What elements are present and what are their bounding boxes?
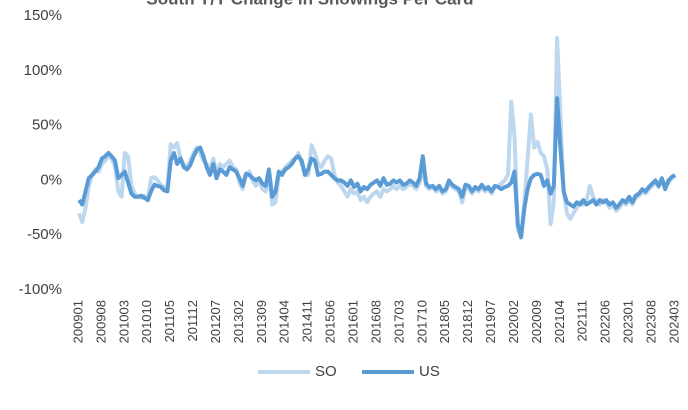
chart-title: South Y/Y Change in Showings Per Card: [146, 0, 473, 8]
y-tick-label: -50%: [27, 226, 62, 243]
x-tick-label: 201010: [139, 300, 154, 343]
x-tick-label: 201003: [116, 300, 131, 343]
y-tick-label: 50%: [32, 117, 62, 134]
x-tick-label: 202111: [575, 300, 590, 341]
x-tick-label: 202403: [666, 300, 681, 343]
line-series: [77, 35, 677, 238]
y-tick-label: 150%: [24, 7, 62, 24]
x-tick-label: 202002: [506, 300, 521, 343]
x-tick-label: 202308: [644, 300, 659, 343]
x-tick-label: 201506: [323, 300, 338, 343]
x-tick-label: 202206: [598, 300, 613, 343]
x-tick-label: 201411: [300, 300, 315, 342]
x-tick-label: 201207: [208, 300, 223, 343]
x-tick-label: 201309: [254, 300, 269, 343]
line-series: [77, 96, 677, 240]
x-tick-label: 200901: [70, 300, 85, 343]
x-tick-label: 202009: [529, 300, 544, 343]
x-tick-label: 201703: [391, 300, 406, 343]
x-tick-label: 201105: [162, 300, 177, 342]
y-tick-label: 0%: [40, 171, 62, 188]
x-tick-label: 201601: [346, 300, 361, 343]
x-tick-label: 201112: [185, 300, 200, 341]
x-tick-label: 201805: [437, 300, 452, 343]
x-tick-label: 201302: [231, 300, 246, 343]
x-tick-label: 201907: [483, 300, 498, 343]
legend-label: SO: [315, 363, 337, 380]
y-tick-label: -100%: [19, 281, 62, 298]
x-tick-label: 202301: [621, 300, 636, 343]
x-tick-label: 201710: [414, 300, 429, 343]
x-tick-label: 200908: [93, 300, 108, 343]
x-tick-label: 201812: [460, 300, 475, 343]
y-tick-label: 100%: [24, 62, 62, 79]
x-tick-label: 201608: [368, 300, 383, 343]
legend-label: US: [419, 363, 440, 380]
x-tick-label: 202104: [552, 300, 567, 343]
x-tick-label: 201404: [277, 300, 292, 343]
